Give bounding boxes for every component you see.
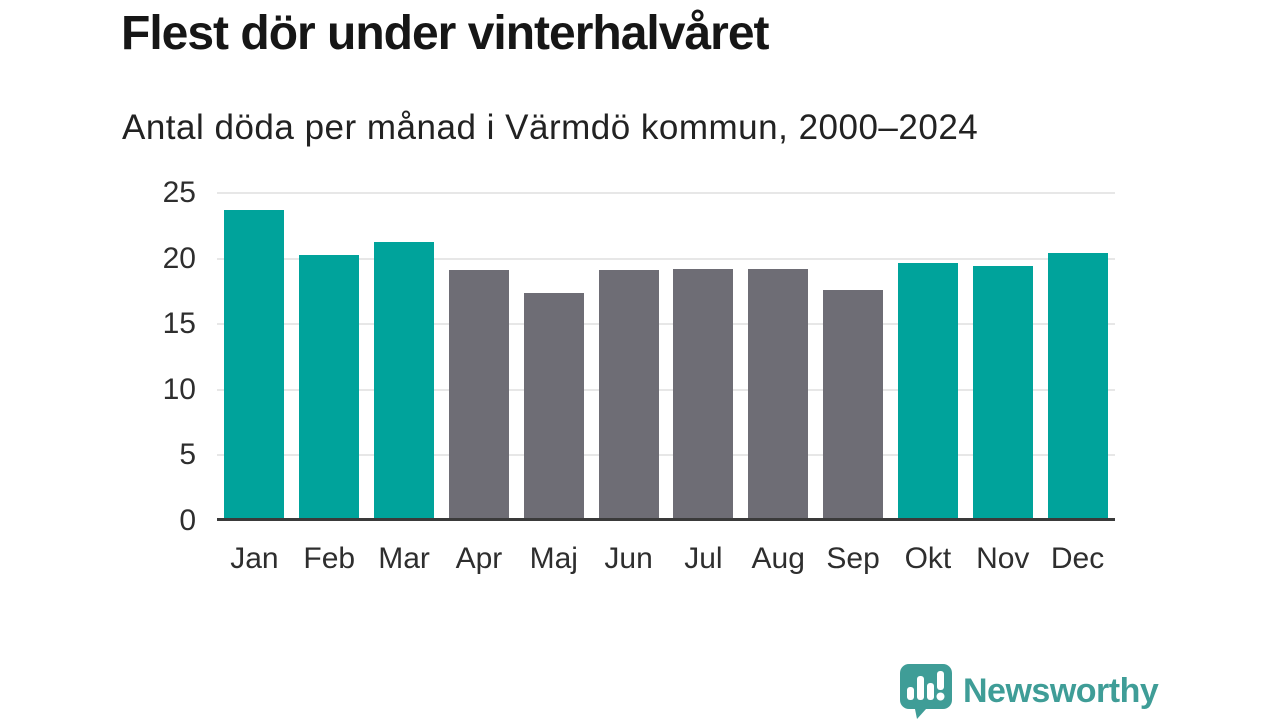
bar-mar: [374, 241, 435, 521]
bar-chart-speech-bubble-icon: [897, 663, 954, 719]
bar-jul: [673, 269, 734, 521]
bar-jun: [598, 270, 659, 521]
y-tick-label-0: 0: [179, 504, 196, 537]
bar-dec: [1047, 253, 1108, 521]
bar-nov: [972, 266, 1033, 521]
bar-apr: [448, 270, 509, 521]
x-axis-line: [217, 518, 1115, 521]
gridline-10: [217, 388, 1115, 391]
newsworthy-logo: Newsworthy: [897, 663, 1159, 719]
x-tick-label-jul: Jul: [684, 542, 723, 575]
x-tick-label-maj: Maj: [529, 542, 578, 575]
x-tick-label-sep: Sep: [826, 542, 880, 575]
newsworthy-wordmark: Newsworthy: [963, 671, 1159, 710]
bar-sep: [823, 290, 884, 521]
bar-feb: [299, 254, 360, 521]
y-tick-label-5: 5: [179, 438, 196, 472]
chart-title: Flest dör under vinterhalvåret: [121, 7, 770, 60]
plot-area: [217, 192, 1115, 521]
x-tick-label-aug: Aug: [751, 542, 805, 575]
x-tick-label-jun: Jun: [604, 542, 653, 575]
x-tick-label-jan: Jan: [230, 542, 279, 575]
gridline-25: [217, 192, 1115, 194]
y-tick-label-15: 15: [162, 307, 196, 341]
y-tick-label-25: 25: [162, 176, 196, 209]
y-tick-label-20: 20: [162, 241, 196, 275]
x-tick-label-mar: Mar: [378, 542, 430, 575]
chart-subtitle: Antal döda per månad i Värmdö kommun, 20…: [122, 108, 979, 147]
gridline-20: [217, 257, 1115, 260]
bar-aug: [748, 269, 809, 521]
x-tick-label-nov: Nov: [976, 542, 1030, 575]
gridline-5: [217, 454, 1115, 457]
bar-jan: [224, 210, 285, 521]
x-tick-label-feb: Feb: [303, 542, 356, 575]
x-tick-label-okt: Okt: [904, 542, 952, 575]
bar-okt: [897, 262, 958, 521]
x-tick-label-dec: Dec: [1050, 542, 1105, 575]
x-tick-label-apr: Apr: [455, 542, 503, 575]
y-tick-label-10: 10: [162, 372, 196, 406]
gridline-15: [217, 323, 1115, 326]
bar-maj: [523, 292, 584, 521]
